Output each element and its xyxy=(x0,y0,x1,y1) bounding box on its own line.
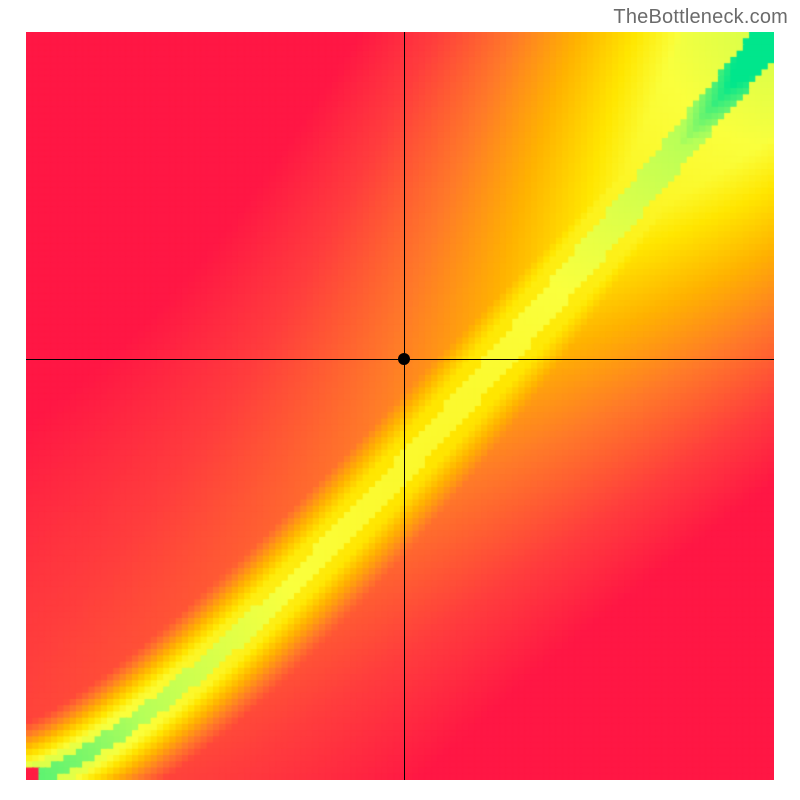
marker-dot xyxy=(398,353,410,365)
heatmap-canvas xyxy=(26,32,774,780)
chart-container: TheBottleneck.com xyxy=(0,0,800,800)
crosshair-vertical xyxy=(404,32,405,780)
plot-area xyxy=(26,32,774,780)
watermark-text: TheBottleneck.com xyxy=(613,6,788,29)
